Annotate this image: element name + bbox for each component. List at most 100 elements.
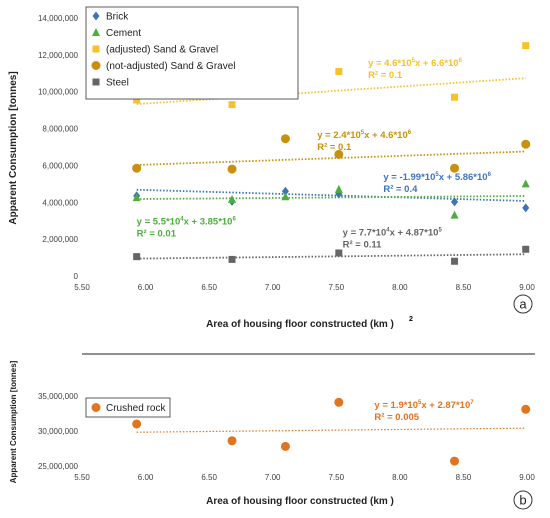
panel-label-b: b <box>513 490 533 510</box>
data-point <box>450 163 460 173</box>
data-point <box>132 163 142 173</box>
y-tick-label: 0 <box>74 272 79 281</box>
y-tick-label: 4,000,000 <box>42 198 78 207</box>
trendline-equation: y = 4.6*105x + 6.6*106 <box>368 58 463 69</box>
legend-marker <box>92 78 100 86</box>
data-point <box>451 93 459 101</box>
legend-box <box>85 6 299 100</box>
svg-text:a: a <box>519 297 527 312</box>
x-tick-label: 6.50 <box>201 473 217 482</box>
trendline-equation: y = 2.4*105x + 4.6*106 <box>317 130 412 141</box>
data-point <box>227 164 237 174</box>
y-tick-label: 6,000,000 <box>42 161 78 170</box>
x-tick-label: 8.00 <box>392 283 408 292</box>
legend-label: Cement <box>106 28 141 39</box>
data-point <box>522 245 530 253</box>
data-point <box>451 257 459 265</box>
x-tick-label: 7.00 <box>265 283 281 292</box>
data-point <box>133 253 141 261</box>
x-axis-title-superscript: 2 <box>409 316 413 323</box>
trendlines <box>136 427 526 433</box>
trendline <box>136 195 526 200</box>
data-points <box>132 397 531 466</box>
legend-label: (not-adjusted) Sand & Gravel <box>106 61 236 72</box>
x-tick-labels: 5.50 6.00 6.50 7.00 7.50 8.00 8.50 9.00 <box>74 283 535 292</box>
trendline-equation: y = 1.9*105x + 2.87*107 <box>374 400 474 411</box>
trendline <box>136 427 526 433</box>
x-tick-label: 7.50 <box>328 283 344 292</box>
legend-marker <box>91 61 101 70</box>
data-point <box>521 139 531 149</box>
y-tick-label: 12,000,000 <box>38 51 79 60</box>
legend: Brick Cement (adjusted) Sand & Gravel (not-… <box>85 6 299 100</box>
x-tick-label: 8.00 <box>392 473 408 482</box>
y-tick-label: 8,000,000 <box>42 125 78 134</box>
data-point <box>335 249 343 257</box>
data-point <box>133 96 141 104</box>
x-tick-label: 7.00 <box>265 473 281 482</box>
r-squared: R² = 0.11 <box>343 239 383 250</box>
data-point <box>334 149 344 159</box>
x-tick-label: 9.00 <box>519 283 535 292</box>
r-squared: R² = 0.1 <box>368 70 403 81</box>
legend-marker <box>92 28 100 36</box>
data-point <box>281 192 290 201</box>
y-tick-labels: 25,000,000 30,000,000 35,000,000 <box>38 392 79 471</box>
chart-panel-a: 0 2,000,000 4,000,000 6,000,000 8,000,000 10,… <box>8 6 535 330</box>
data-point <box>228 255 236 263</box>
x-tick-label: 5.50 <box>74 283 90 292</box>
y-tick-labels: 0 2,000,000 4,000,000 6,000,000 8,000,000 10,… <box>38 14 79 281</box>
legend: Crushed rock <box>85 397 171 418</box>
data-point <box>451 197 459 207</box>
data-point <box>228 101 236 109</box>
data-point <box>228 195 237 204</box>
panel-label-a: a <box>513 294 533 314</box>
legend-label: Crushed rock <box>106 403 166 414</box>
data-point <box>280 441 290 451</box>
data-point <box>521 179 530 188</box>
legend-label: Brick <box>106 12 129 23</box>
svg-text:b: b <box>519 493 526 508</box>
data-point <box>450 456 460 466</box>
trendline-equation: y = -1.99*105x + 5.86*106 <box>383 172 491 183</box>
trendline <box>136 150 526 166</box>
legend-label: Steel <box>106 78 129 89</box>
y-tick-label: 30,000,000 <box>38 427 79 436</box>
data-point <box>522 42 530 50</box>
x-tick-label: 5.50 <box>74 473 90 482</box>
x-tick-label: 6.00 <box>138 283 154 292</box>
data-point <box>132 193 141 202</box>
y-axis-title: Apparent Consumption [tonnes] <box>8 71 19 224</box>
data-point <box>335 67 343 75</box>
x-tick-label: 9.00 <box>519 473 535 482</box>
trendline <box>136 188 526 202</box>
data-point <box>334 184 343 193</box>
data-point <box>521 404 531 414</box>
legend-label: (adjusted) Sand & Gravel <box>106 45 218 56</box>
legend-marker <box>92 11 100 21</box>
x-tick-label: 8.50 <box>456 473 472 482</box>
x-tick-label: 6.50 <box>201 283 217 292</box>
data-point <box>132 419 142 429</box>
legend-marker <box>91 403 101 412</box>
y-axis-title: Apparent Consumption [tonnes] <box>9 360 18 483</box>
x-tick-label: 6.00 <box>138 473 154 482</box>
x-axis-title: Area of housing floor constructed (km ) <box>206 319 394 330</box>
y-tick-label: 10,000,000 <box>38 88 79 97</box>
y-tick-label: 25,000,000 <box>38 462 79 471</box>
x-axis-title: Area of housing floor constructed (km ) <box>206 496 394 507</box>
data-point <box>227 436 237 446</box>
y-tick-label: 2,000,000 <box>42 235 78 244</box>
trendline <box>136 77 526 105</box>
data-point <box>281 186 289 196</box>
data-point <box>450 210 459 219</box>
trendline <box>136 253 526 260</box>
trendlines <box>136 77 526 260</box>
r-squared: R² = 0.4 <box>383 184 418 195</box>
x-tick-labels: 5.50 6.00 6.50 7.00 7.50 8.00 8.50 9.00 <box>74 473 535 482</box>
y-tick-label: 14,000,000 <box>38 14 79 23</box>
trendline-equation: y = 7.7*104x + 4.87*105 <box>343 227 443 238</box>
